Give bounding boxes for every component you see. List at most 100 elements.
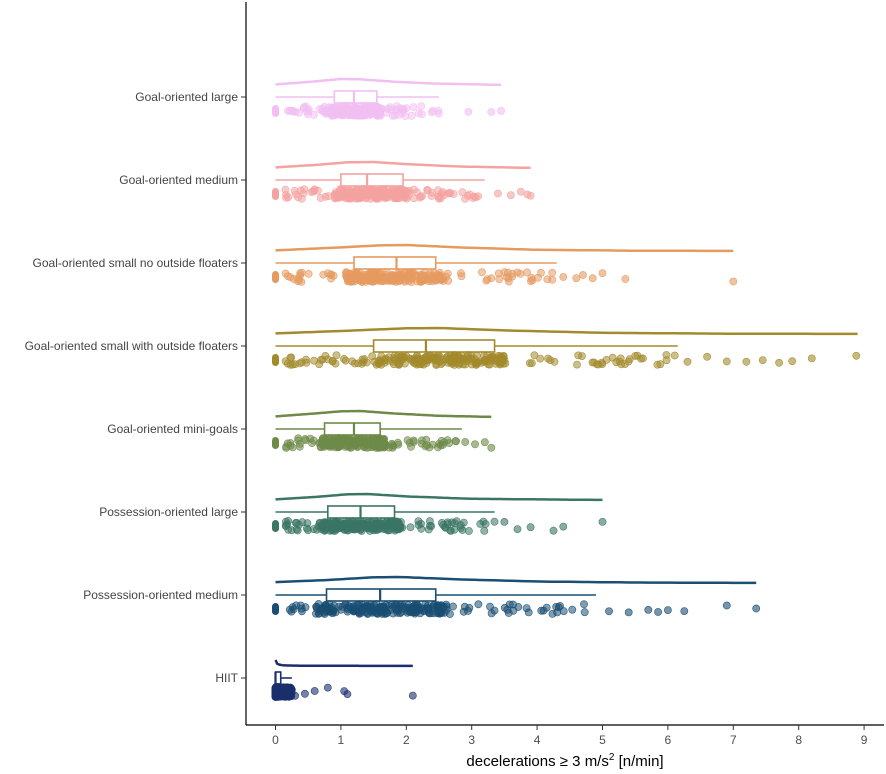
- points-group: [272, 351, 861, 369]
- data-point: [346, 443, 355, 452]
- outlier-point: [526, 523, 535, 532]
- data-point: [300, 185, 309, 194]
- density-curve: [275, 492, 603, 502]
- data-point: [406, 523, 415, 532]
- data-point: [368, 434, 377, 443]
- x-tick-label: 5: [599, 733, 606, 747]
- outlier-point: [487, 108, 496, 116]
- density-curve: [275, 160, 531, 170]
- zero-cluster-point: [272, 603, 279, 615]
- data-point: [539, 606, 548, 615]
- data-point: [393, 352, 402, 361]
- points-group: [272, 268, 738, 286]
- outlier-point: [758, 356, 767, 364]
- data-point: [528, 359, 536, 367]
- data-point: [291, 360, 299, 369]
- data-point: [343, 526, 352, 535]
- data-point: [474, 192, 482, 201]
- data-point: [444, 189, 452, 198]
- points-group: [271, 683, 417, 701]
- data-point: [382, 274, 391, 283]
- data-point: [340, 354, 348, 363]
- data-point: [460, 354, 469, 363]
- data-point: [355, 600, 364, 608]
- data-point: [637, 354, 645, 363]
- data-point: [407, 111, 416, 120]
- data-point: [499, 352, 508, 361]
- data-point: [450, 360, 459, 369]
- outlier-point: [742, 357, 751, 366]
- data-point: [392, 193, 401, 202]
- category-label: HIIT: [215, 671, 238, 685]
- data-point: [473, 358, 482, 367]
- data-point: [393, 438, 402, 447]
- data-point: [327, 607, 336, 615]
- data-point: [331, 359, 340, 368]
- data-point: [478, 268, 486, 277]
- outlier-point: [526, 191, 535, 200]
- outlier-point: [559, 522, 568, 531]
- data-point: [363, 440, 372, 448]
- data-point: [271, 692, 280, 700]
- data-point: [480, 357, 488, 366]
- data-point: [409, 103, 418, 111]
- data-point: [434, 186, 442, 194]
- data-point: [516, 269, 525, 278]
- x-tick-label: 7: [730, 733, 737, 747]
- series-group: [272, 409, 496, 452]
- data-point: [342, 268, 350, 277]
- data-point: [361, 272, 370, 281]
- data-point: [375, 188, 384, 197]
- x-axis-title: decelerations ≥ 3 m/s2 [n/min]: [466, 752, 663, 770]
- data-point: [339, 111, 347, 119]
- outlier-point: [664, 606, 672, 614]
- category-label: Goal-oriented mini-goals: [107, 422, 238, 436]
- data-point: [366, 104, 375, 113]
- outlier-point: [559, 273, 568, 281]
- data-point: [486, 602, 494, 611]
- data-point: [464, 527, 473, 535]
- outlier-point: [497, 107, 505, 115]
- outlier-point: [788, 357, 797, 365]
- outlier-point: [807, 354, 816, 363]
- data-point: [335, 191, 344, 200]
- data-point: [433, 601, 442, 610]
- data-point: [321, 192, 330, 201]
- data-point: [534, 273, 542, 282]
- density-curve: [275, 409, 492, 419]
- density-curve: [274, 659, 413, 668]
- data-point: [481, 520, 490, 528]
- data-point: [351, 108, 360, 117]
- data-point: [329, 517, 337, 526]
- data-point: [361, 190, 370, 199]
- data-point: [458, 188, 467, 197]
- zero-cluster-point: [272, 354, 279, 366]
- data-point: [467, 351, 475, 360]
- outlier-point: [493, 189, 502, 198]
- data-point: [527, 277, 535, 286]
- data-point: [474, 600, 483, 609]
- data-point: [294, 193, 302, 202]
- data-point: [374, 356, 383, 365]
- data-point: [426, 521, 434, 530]
- outlier-point: [852, 351, 861, 360]
- data-point: [426, 275, 435, 284]
- data-point: [294, 520, 303, 529]
- data-point: [389, 603, 398, 611]
- data-point: [363, 524, 372, 533]
- category-label: Goal-oriented small with outside floater…: [25, 339, 238, 353]
- data-point: [594, 360, 603, 369]
- data-point: [568, 605, 577, 614]
- data-point: [418, 192, 427, 200]
- density-curve: [275, 575, 757, 585]
- data-point: [548, 275, 557, 284]
- data-point: [360, 355, 369, 364]
- data-point: [312, 525, 321, 534]
- data-point: [376, 524, 385, 533]
- data-point: [457, 272, 466, 281]
- data-point: [296, 269, 304, 277]
- category-label: Goal-oriented medium: [119, 173, 238, 187]
- outlier-point: [487, 443, 496, 452]
- data-point: [286, 273, 295, 281]
- data-point: [502, 273, 511, 281]
